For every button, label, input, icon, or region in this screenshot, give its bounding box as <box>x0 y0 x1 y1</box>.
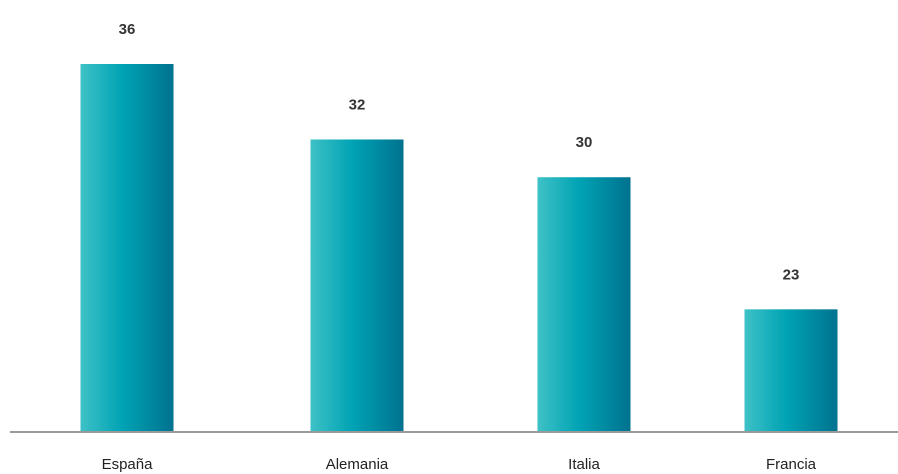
data-label-españa: 36 <box>119 21 136 38</box>
data-label-alemania: 32 <box>349 96 366 113</box>
category-label-alemania: Alemania <box>326 456 389 473</box>
bar-españa <box>80 64 174 432</box>
bar-italia <box>537 177 631 432</box>
category-label-españa: España <box>102 456 154 473</box>
data-label-francia: 23 <box>783 266 800 283</box>
bar-alemania <box>310 139 404 432</box>
category-label-francia: Francia <box>766 456 817 473</box>
category-label-italia: Italia <box>568 456 600 473</box>
data-label-italia: 30 <box>576 134 593 151</box>
bars-layer: 36 32 30 23 <box>80 21 838 432</box>
bar-francia <box>744 309 838 432</box>
